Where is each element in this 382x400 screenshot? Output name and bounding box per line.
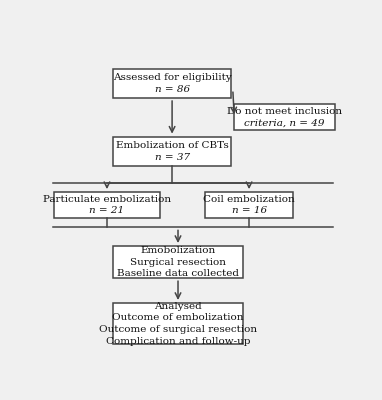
Text: Emobolization: Emobolization (141, 246, 215, 255)
Text: Outcome of embolization: Outcome of embolization (112, 313, 244, 322)
Text: Particulate embolization: Particulate embolization (43, 195, 171, 204)
Text: Outcome of surgical resection: Outcome of surgical resection (99, 325, 257, 334)
FancyBboxPatch shape (113, 136, 231, 166)
Text: Surgical resection: Surgical resection (130, 258, 226, 266)
Text: n = 16: n = 16 (231, 206, 267, 216)
Text: Complication and follow-up: Complication and follow-up (106, 337, 250, 346)
Text: Baseline data collected: Baseline data collected (117, 269, 239, 278)
Text: Assessed for eligibility: Assessed for eligibility (113, 73, 231, 82)
FancyBboxPatch shape (113, 303, 243, 344)
Text: Analysed: Analysed (154, 302, 202, 311)
FancyBboxPatch shape (54, 192, 160, 218)
Text: n = 86: n = 86 (155, 85, 189, 94)
Text: Coil embolization: Coil embolization (203, 195, 295, 204)
FancyBboxPatch shape (113, 246, 243, 278)
FancyBboxPatch shape (234, 104, 335, 130)
Text: criteria, n = 49: criteria, n = 49 (244, 119, 325, 128)
FancyBboxPatch shape (205, 192, 293, 218)
Text: n = 37: n = 37 (155, 152, 189, 162)
Text: n = 21: n = 21 (89, 206, 125, 216)
Text: Embolization of CBTs: Embolization of CBTs (116, 141, 228, 150)
Text: Do not meet inclusion: Do not meet inclusion (227, 107, 342, 116)
FancyBboxPatch shape (113, 69, 231, 98)
